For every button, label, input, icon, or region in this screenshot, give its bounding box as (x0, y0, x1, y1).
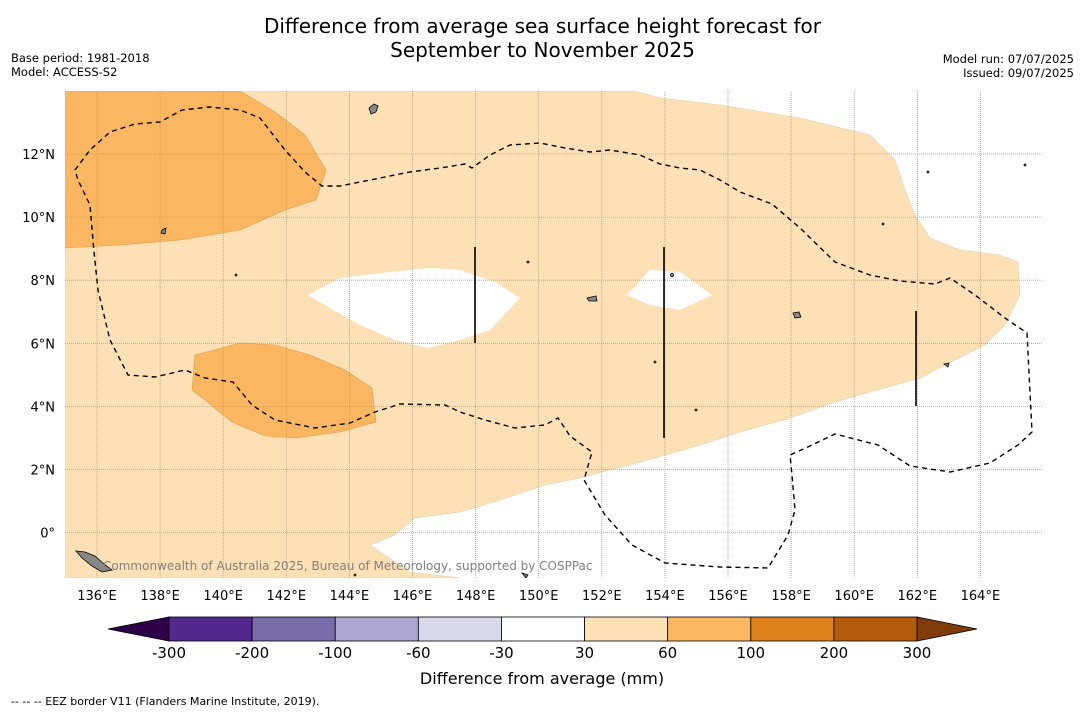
colorbar-tick-label: 30 (575, 644, 594, 662)
island-marker (520, 572, 529, 578)
graticule (65, 91, 1042, 578)
island-marker (1023, 163, 1027, 167)
lat-tick-label: 12°N (22, 148, 55, 163)
colorbar-label: Difference from average (mm) (420, 669, 664, 688)
eez-legend-footer: -- -- -- EEZ border V11 (Flanders Marine… (11, 695, 320, 708)
island-marker (792, 311, 802, 319)
meta-left: Base period: 1981-2018 Model: ACCESS-S2 (11, 51, 150, 79)
anomaly-region-60-100-south (191, 342, 377, 439)
colorbar-tick-label: -200 (235, 644, 269, 662)
colorbar-swatch (501, 616, 585, 642)
longitude-axis: 136°E 138°E 140°E 142°E 144°E 146°E 148°E 150°E… (77, 589, 1000, 604)
lon-tick-label: 136°E (77, 589, 117, 604)
island-marker (653, 360, 657, 364)
colorbar-tick-label: -300 (152, 644, 186, 662)
anomaly-hole-west (308, 268, 520, 348)
colorbar-swatch (334, 616, 419, 642)
colorbar-tick-label: -100 (318, 644, 352, 662)
colorbar-swatch (168, 616, 253, 642)
colorbar-swatch (584, 616, 669, 642)
colorbar-swatch (417, 616, 502, 642)
lat-tick-label: 6°N (31, 337, 56, 352)
lon-tick-label: 142°E (267, 589, 307, 604)
island-marker (926, 170, 930, 174)
island-marker (160, 227, 167, 235)
lon-tick-label: 148°E (456, 589, 496, 604)
island-marker (526, 260, 530, 264)
colorbar-swatch (750, 616, 835, 642)
colorbar-tick-label: 100 (736, 644, 765, 662)
island-marker (75, 550, 113, 573)
lon-tick-label: 150°E (519, 589, 559, 604)
island-marker (586, 295, 598, 302)
lon-tick-label: 164°E (961, 589, 1001, 604)
colorbar-tick-label: -30 (489, 644, 514, 662)
colorbar-tick-label: 60 (658, 644, 677, 662)
title-line-2: September to November 2025 (390, 38, 695, 62)
title-line-1: Difference from average sea surface heig… (263, 14, 822, 38)
lon-tick-label: 162°E (898, 589, 938, 604)
attribution-text: Commonwealth of Australia 2025, Bureau o… (103, 559, 593, 573)
map-title: Difference from average sea surface heig… (0, 14, 1085, 62)
colorbar-swatch (833, 616, 918, 642)
eez-border (74, 106, 1033, 569)
island-marker (943, 362, 950, 368)
lat-tick-label: 2°N (31, 464, 56, 479)
base-period: Base period: 1981-2018 (11, 51, 150, 65)
lat-tick-label: 8°N (31, 274, 56, 289)
colorbar-tick-label: 200 (820, 644, 849, 662)
colorbar: -300 -200 -100 -60 -30 30 60 100 200 300 (107, 616, 978, 662)
lat-tick-label: 0° (40, 527, 55, 542)
island-marker (694, 408, 698, 412)
islands (75, 103, 1027, 578)
island-marker (881, 222, 885, 226)
lon-tick-label: 140°E (203, 589, 243, 604)
meta-right: Model run: 07/07/2025 Issued: 09/07/2025 (943, 52, 1074, 80)
lon-tick-label: 144°E (330, 589, 370, 604)
colorbar-tick-label: -60 (406, 644, 431, 662)
island-marker (368, 103, 379, 115)
colorbar-swatch (667, 616, 752, 642)
lon-tick-label: 154°E (645, 589, 685, 604)
island-marker (234, 273, 238, 277)
lon-tick-label: 156°E (708, 589, 748, 604)
island-marker (670, 273, 674, 277)
model-name: Model: ACCESS-S2 (11, 65, 118, 79)
lon-tick-label: 152°E (582, 589, 622, 604)
anomaly-region-60-100-north (65, 91, 327, 249)
latitude-axis: 12°N 10°N 8°N 6°N 4°N 2°N 0° (22, 148, 55, 542)
lon-tick-label: 158°E (771, 589, 811, 604)
island-marker (353, 573, 357, 577)
map-plot-area (65, 91, 1042, 578)
model-run: Model run: 07/07/2025 (942, 52, 1074, 66)
lon-tick-label: 146°E (393, 589, 433, 604)
issued-date: Issued: 09/07/2025 (963, 66, 1074, 80)
lat-tick-label: 10°N (22, 211, 55, 226)
anomaly-hole-east (627, 270, 712, 310)
colorbar-underflow-arrow (107, 616, 170, 642)
colorbar-swatch (251, 616, 336, 642)
colorbar-tick-label: 300 (903, 644, 932, 662)
lon-tick-label: 160°E (834, 589, 874, 604)
lon-tick-label: 138°E (140, 589, 180, 604)
colorbar-overflow-arrow (916, 616, 978, 642)
lat-tick-label: 4°N (31, 400, 56, 415)
